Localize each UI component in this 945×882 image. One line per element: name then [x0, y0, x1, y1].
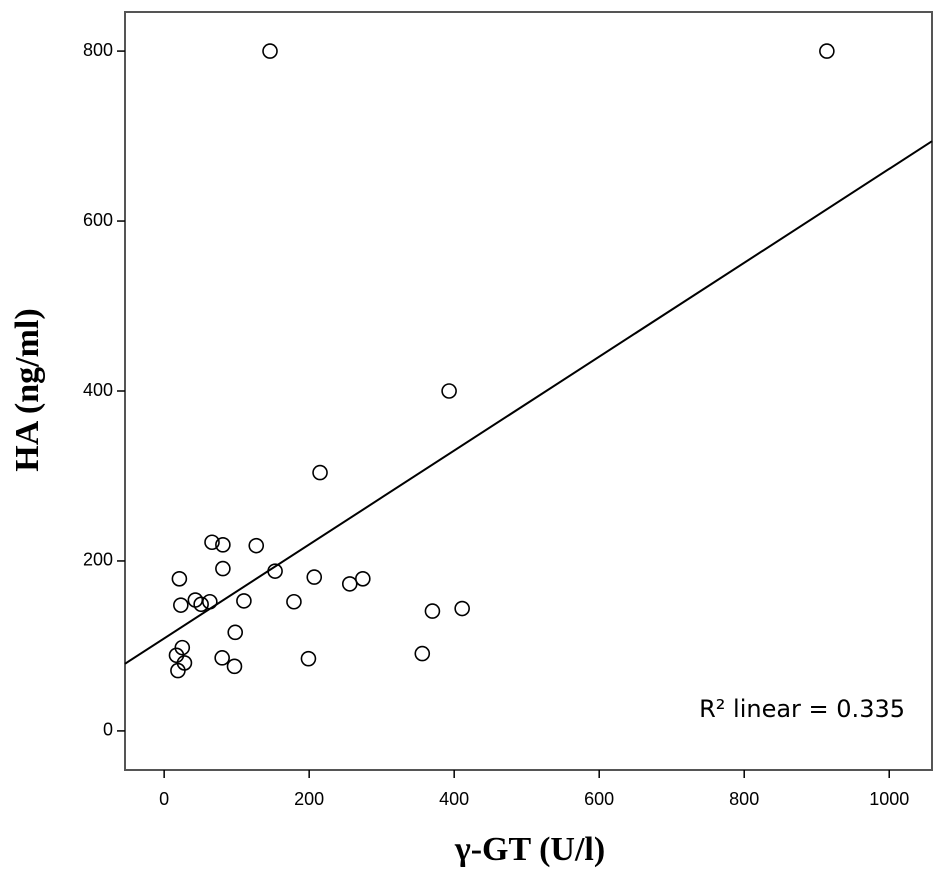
point: [306, 569, 323, 585]
x-tick-label: 400: [439, 789, 469, 809]
point: [248, 537, 265, 554]
point: [441, 383, 457, 399]
point: [262, 43, 278, 59]
point: [424, 603, 441, 619]
point: [214, 650, 230, 666]
point: [215, 560, 231, 577]
point: [341, 576, 358, 592]
y-tick-label: 800: [83, 40, 113, 60]
y-tick-label: 600: [83, 210, 113, 230]
point: [236, 593, 252, 609]
point: [286, 593, 302, 610]
y-tick-label: 400: [83, 380, 113, 400]
trendline: [124, 140, 933, 665]
point: [819, 43, 835, 59]
point: [202, 593, 218, 610]
plot-frame: [124, 11, 933, 771]
x-tick-label: 0: [159, 789, 169, 809]
x-tick-label: 600: [584, 789, 614, 809]
x-tick-label: 1000: [869, 789, 909, 809]
point: [193, 596, 209, 613]
annotation: R² linear = 0.335: [699, 695, 905, 723]
point: [300, 650, 317, 667]
point: [226, 658, 243, 675]
point: [227, 624, 244, 641]
point: [204, 534, 220, 551]
point: [267, 563, 283, 579]
point: [173, 597, 189, 613]
x-tick-label: 800: [729, 789, 759, 809]
point: [215, 537, 231, 553]
x-tick-label: 200: [294, 789, 324, 809]
y-axis-title: HA (ng/ml): [9, 308, 46, 471]
point: [414, 645, 431, 662]
point: [312, 464, 328, 481]
y-tick-label: 0: [103, 720, 113, 740]
point: [454, 600, 470, 617]
point: [171, 571, 188, 587]
x-axis-title: γ-GT (U/l): [454, 831, 605, 868]
y-tick-label: 200: [83, 550, 113, 570]
point: [355, 571, 371, 587]
point: [170, 662, 186, 679]
